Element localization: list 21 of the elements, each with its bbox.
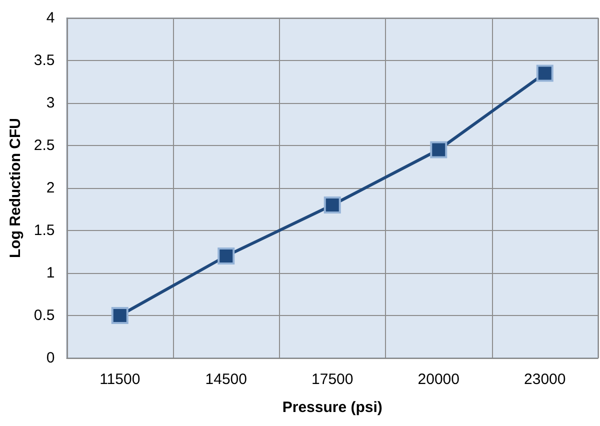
x-tick-label: 14500 <box>205 371 247 388</box>
y-tick-label: 0 <box>46 350 55 366</box>
point <box>536 64 554 82</box>
y-tick-label: 1 <box>46 264 55 282</box>
y-tick-label: 1.5 <box>34 222 55 239</box>
x-tick-label: 17500 <box>312 371 354 388</box>
point <box>111 307 128 324</box>
y-tick-label: 3.5 <box>34 52 55 69</box>
x-axis-title: Pressure (psi) <box>282 399 382 416</box>
x-tick-label: 23000 <box>524 371 566 388</box>
point <box>324 196 341 214</box>
y-tick-label: 2 <box>46 180 55 196</box>
y-tick-label: 4 <box>46 10 55 26</box>
point <box>430 141 448 158</box>
y-tick-label: 2.5 <box>34 137 55 154</box>
x-tick-label: 20000 <box>418 371 460 388</box>
y-tick-label: 3 <box>46 94 55 112</box>
x-tick-label: 11500 <box>100 371 140 388</box>
y-tick-label: 0.5 <box>34 307 55 324</box>
y-axis-title: Log Reduction CFU <box>7 118 24 258</box>
point <box>218 248 235 264</box>
